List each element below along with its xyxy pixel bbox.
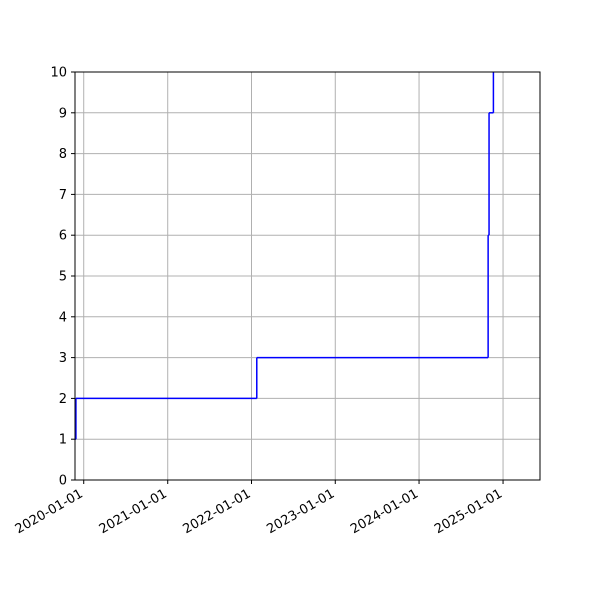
y-tick-label: 5 [59, 270, 67, 285]
y-tick-label: 10 [50, 66, 67, 81]
y-tick-label: 4 [59, 310, 67, 325]
grid [75, 71, 540, 481]
y-tick-label: 9 [59, 106, 67, 121]
y-tick-label: 0 [59, 474, 67, 489]
x-tick-label: 2025-01-01 [432, 486, 505, 537]
x-tick-label: 2022-01-01 [181, 486, 254, 537]
x-tick-label: 2024-01-01 [348, 486, 421, 537]
x-tick-label: 2021-01-01 [97, 486, 170, 537]
y-tick-label: 6 [59, 229, 67, 244]
y-tick-label: 2 [59, 392, 67, 407]
x-axis: 2020-01-01 2021-01-01 2022-01-01 2023-01-01… [13, 480, 505, 537]
x-tick-label: 2020-01-01 [13, 486, 86, 537]
y-tick-label: 7 [59, 188, 67, 203]
y-axis: 0 1 2 3 4 5 6 7 8 9 10 [50, 66, 75, 489]
y-tick-label: 8 [59, 147, 67, 162]
y-tick-label: 3 [59, 351, 67, 366]
series-layer [75, 72, 495, 440]
y-tick-label: 1 [59, 433, 67, 448]
x-tick-label: 2023-01-01 [264, 486, 337, 537]
